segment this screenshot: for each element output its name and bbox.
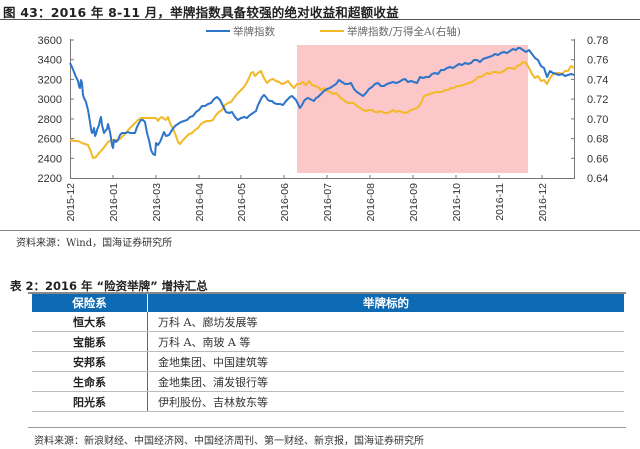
cell-insurer-group: 宝能系 [32, 331, 148, 352]
holdings-table: 保险系 举牌标的 恒大系 万科 A、廊坊发展等 宝能系 万科 A、南玻 A 等 … [32, 294, 624, 412]
figure-source: 资料来源：Wind，国海证券研究所 [16, 238, 173, 249]
table-source: 资料来源：新浪财经、中国经济网、中国经济周刊、第一财经、新京报，国海证券研究所 [34, 436, 424, 447]
svg-text:2016-01: 2016-01 [108, 183, 120, 222]
header-targets: 举牌标的 [147, 294, 624, 312]
svg-text:2016-03: 2016-03 [151, 183, 163, 222]
header-insurer-group: 保险系 [32, 294, 148, 312]
legend: 举牌指数 举牌指数/万得全A(右轴) [206, 25, 461, 38]
table-row: 生命系 金地集团、浦发银行等 [32, 371, 624, 392]
table-row: 宝能系 万科 A、南玻 A 等 [32, 331, 624, 352]
cell-targets: 万科 A、廊坊发展等 [147, 312, 624, 332]
svg-text:0.72: 0.72 [587, 94, 608, 106]
svg-text:2016-11: 2016-11 [494, 183, 506, 221]
figure-title: 图 43：2016 年 8-11 月，举牌指数具备较强的绝对收益和超额收益 [3, 5, 399, 20]
svg-text:0.76: 0.76 [587, 55, 608, 67]
left-axis-labels: 3600 3400 3200 3000 2800 2600 2400 2200 [38, 35, 62, 185]
axes [70, 39, 575, 179]
svg-text:2016-07: 2016-07 [322, 183, 334, 222]
svg-text:3200: 3200 [38, 74, 62, 86]
table-row: 阳光系 伊利股份、吉林敖东等 [32, 391, 624, 412]
cell-insurer-group: 生命系 [32, 371, 148, 392]
svg-text:0.70: 0.70 [587, 114, 608, 126]
svg-text:2016-04: 2016-04 [194, 183, 206, 222]
svg-text:0.64: 0.64 [587, 173, 608, 185]
svg-text:2016-09: 2016-09 [408, 183, 420, 222]
svg-text:0.74: 0.74 [587, 74, 608, 86]
title-divider [0, 19, 640, 20]
cell-targets: 金地集团、中国建筑等 [147, 351, 624, 372]
table-row: 安邦系 金地集团、中国建筑等 [32, 351, 624, 372]
cell-insurer-group: 安邦系 [32, 351, 148, 372]
table-header-row: 保险系 举牌标的 [32, 294, 624, 312]
x-axis-labels: 2015-12 2016-01 2016-03 2016-04 2016-05 … [65, 183, 549, 222]
cell-targets: 伊利股份、吉林敖东等 [147, 391, 624, 412]
svg-text:2400: 2400 [38, 153, 62, 165]
svg-text:0.66: 0.66 [587, 153, 608, 165]
svg-text:2200: 2200 [38, 173, 62, 185]
legend-label-index: 举牌指数 [233, 25, 275, 38]
cell-insurer-group: 恒大系 [32, 312, 148, 332]
table-row: 恒大系 万科 A、廊坊发展等 [32, 312, 624, 332]
svg-text:3600: 3600 [38, 35, 62, 47]
table-top-rule [28, 292, 626, 294]
series-ratio-line [69, 61, 575, 159]
series-index-line [69, 47, 575, 156]
svg-text:2016-08: 2016-08 [365, 183, 377, 222]
svg-text:2015-12: 2015-12 [65, 183, 77, 222]
cell-targets: 金地集团、浦发银行等 [147, 371, 624, 392]
legend-label-ratio: 举牌指数/万得全A(右轴) [347, 25, 461, 38]
cell-targets: 万科 A、南玻 A 等 [147, 331, 624, 352]
right-axis-labels: 0.78 0.76 0.74 0.72 0.70 0.68 0.66 0.64 [587, 35, 608, 185]
source-divider [28, 427, 626, 428]
svg-text:2016-06: 2016-06 [279, 183, 291, 222]
svg-text:3000: 3000 [38, 94, 62, 106]
svg-text:2016-10: 2016-10 [451, 183, 463, 222]
line-chart: 3600 3400 3200 3000 2800 2600 2400 2200 … [0, 25, 640, 231]
svg-text:3400: 3400 [38, 55, 62, 67]
cell-insurer-group: 阳光系 [32, 391, 148, 412]
svg-text:0.78: 0.78 [587, 35, 608, 47]
svg-text:0.68: 0.68 [587, 134, 608, 146]
svg-text:2016-05: 2016-05 [236, 183, 248, 222]
table-title: 表 2：2016 年 “险资举牌” 增持汇总 [10, 279, 208, 293]
svg-text:2016-12: 2016-12 [537, 183, 549, 222]
svg-text:2800: 2800 [38, 114, 62, 126]
svg-text:2600: 2600 [38, 134, 62, 146]
